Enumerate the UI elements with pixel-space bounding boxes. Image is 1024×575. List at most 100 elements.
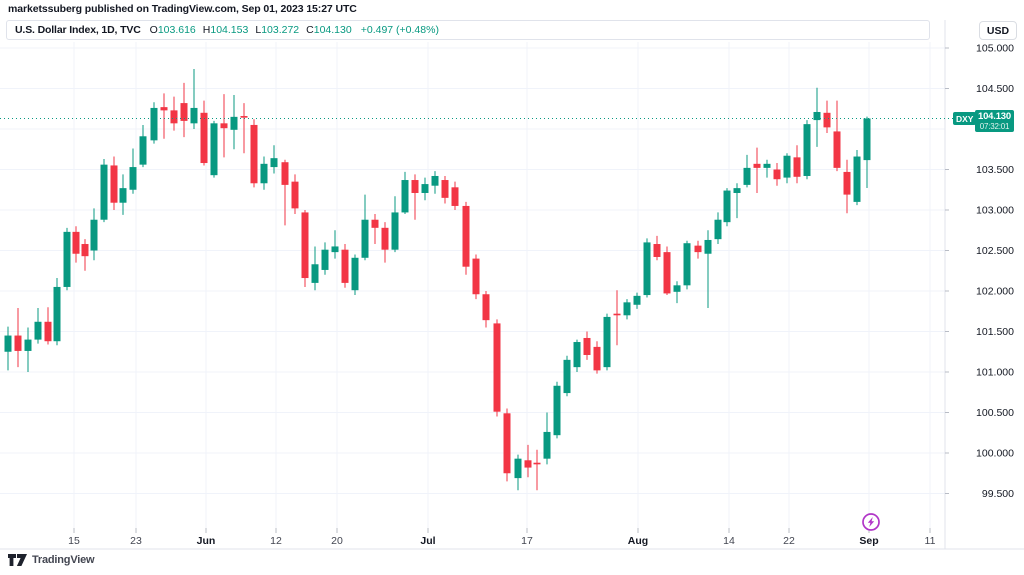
price-tick-label: 101.000 [976,367,1014,379]
candle-up [563,359,571,394]
candle-up [733,188,741,193]
candle-up [401,180,409,213]
candle-down [524,460,532,468]
candle-up [514,458,522,479]
candle-up [853,156,861,202]
candle-down [653,244,661,257]
symbol-title: U.S. Dollar Index, 1D, TVC [15,24,141,36]
candle-down [281,162,289,185]
candle-up [260,163,268,184]
last-price-value: 104.130 [978,110,1011,122]
candle-down [613,313,621,316]
candle-down [503,413,511,474]
candle-up [704,239,712,254]
legend-high: H104.153 [202,24,249,36]
candle-up [391,212,399,250]
candle-up [573,342,581,368]
time-tick-label: 11 [925,535,936,547]
tradingview-logo-icon [8,554,27,566]
candle-down [240,116,248,118]
price-tick-label: 100.000 [976,448,1014,460]
legend-close: C104.130 [306,24,352,36]
candle-up [361,219,369,258]
candle-down [291,181,299,209]
price-tick-label: 100.500 [976,407,1014,419]
currency-badge: USD [979,21,1017,40]
candle-down [753,163,761,168]
candle-up [863,118,871,161]
candle-down [583,337,591,355]
time-tick-label: Sep [859,535,878,547]
time-tick-label: 20 [331,535,343,547]
candle-down [160,107,168,111]
price-tick-label: 105.000 [976,43,1014,55]
candle-up [543,431,551,459]
candle-up [311,264,319,283]
candle-up [90,219,98,251]
candle-up [431,175,439,186]
candle-down [170,110,178,124]
price-tick-label: 104.500 [976,83,1014,95]
candle-down [833,131,841,168]
candle-down [493,323,501,412]
symbol-legend: U.S. Dollar Index, 1D, TVC O103.616 H104… [6,20,930,40]
legend-change: +0.497 (+0.48%) [360,24,439,36]
time-tick-label: Jun [197,535,216,547]
candle-up [100,164,108,220]
price-tick-label: 101.500 [976,326,1014,338]
time-tick-label: 17 [521,535,533,547]
candle-down [462,205,470,267]
candle-down [694,245,702,253]
lightning-bolt-glyph [867,517,875,527]
time-tick-label: 23 [130,535,142,547]
candle-up [230,116,238,130]
candle-up [4,335,12,352]
candle-up [24,339,32,351]
candle-down [250,124,258,184]
legend-low: L103.272 [255,24,300,36]
candle-up [63,231,71,287]
candle-up [683,243,691,286]
candle-up [633,295,641,305]
candle-down [220,123,228,129]
time-tick-label: Jul [420,535,435,547]
tradingview-footer-link[interactable]: TradingView [8,553,95,567]
candle-up [53,286,61,342]
candle-down [44,321,52,342]
candle-up [813,111,821,121]
candle-down [773,169,781,180]
candle-up [714,219,722,240]
candle-up [331,246,339,253]
candle-up [321,249,329,270]
time-tick-label: 14 [723,535,735,547]
candle-up [190,107,198,124]
candle-down [180,103,188,121]
candle-up [763,163,771,168]
candle-down [371,219,379,228]
time-tick-label: 12 [270,535,282,547]
candle-down [341,249,349,283]
candle-up [603,316,611,368]
candle-up [643,242,651,296]
candle-up [150,107,158,141]
candle-down [843,171,851,195]
candle-down [81,244,89,257]
candle-down [482,294,490,321]
candle-up [139,136,147,165]
last-price-label: 104.130 07:32:01 [975,110,1014,132]
candle-down [533,462,541,465]
candle-up [623,302,631,316]
candle-down [200,112,208,164]
candle-up [723,190,731,223]
price-tick-label: 103.000 [976,205,1014,217]
candle-down [14,335,22,351]
candle-down [72,231,80,254]
symbol-price-tag: DXY [953,112,977,125]
price-tick-label: 99.500 [982,488,1014,500]
candle-down [411,180,419,193]
candle-up [673,285,681,292]
price-tick-label: 102.000 [976,286,1014,298]
candle-down [301,212,309,279]
candle-down [441,180,449,198]
